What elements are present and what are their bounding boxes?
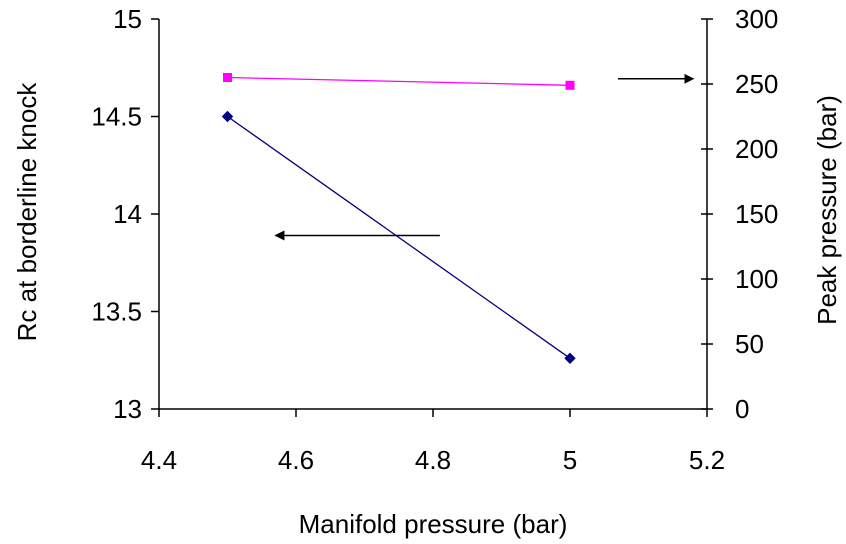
- right-y-tick-label: 0: [735, 394, 749, 424]
- series-1-line: [227, 115, 571, 359]
- x-axis-label: Manifold pressure (bar): [299, 509, 568, 539]
- right-y-tick-label: 300: [735, 4, 778, 34]
- series-1-point: [564, 352, 576, 365]
- left-y-axis-label: Rc at borderline knock: [12, 82, 42, 342]
- left-y-tick-label: 15: [113, 4, 142, 34]
- right-y-tick-label: 100: [735, 264, 778, 294]
- right-y-tick-label: 150: [735, 199, 778, 229]
- left-y-tick-label: 13.5: [91, 297, 142, 327]
- x-tick-label: 4.4: [141, 445, 177, 475]
- left-y-tick-label: 13: [113, 394, 142, 424]
- annotations: [274, 73, 695, 241]
- right-y-tick-label: 250: [735, 69, 778, 99]
- left-y-tick-label: 14: [113, 199, 142, 229]
- series-2-point: [223, 73, 232, 82]
- right-y-tick-label: 200: [735, 134, 778, 164]
- right-y-axis-label: Peak pressure (bar): [812, 95, 842, 325]
- left-y-tick-label: 14.5: [91, 102, 142, 132]
- right-y-tick-label: 50: [735, 329, 764, 359]
- x-tick-label: 4.6: [278, 445, 314, 475]
- series-2-point: [565, 80, 575, 90]
- x-tick-label: 4.8: [415, 445, 451, 475]
- ticks: 4.4 4.6 4.8 5 5.21313.51414.5150501001502002…: [91, 4, 778, 475]
- series: [221, 73, 576, 365]
- x-tick-label: 5.2: [689, 445, 725, 475]
- x-tick-label: 5: [563, 445, 577, 475]
- series-1-point: [221, 110, 234, 123]
- series-2-line: [227, 76, 571, 86]
